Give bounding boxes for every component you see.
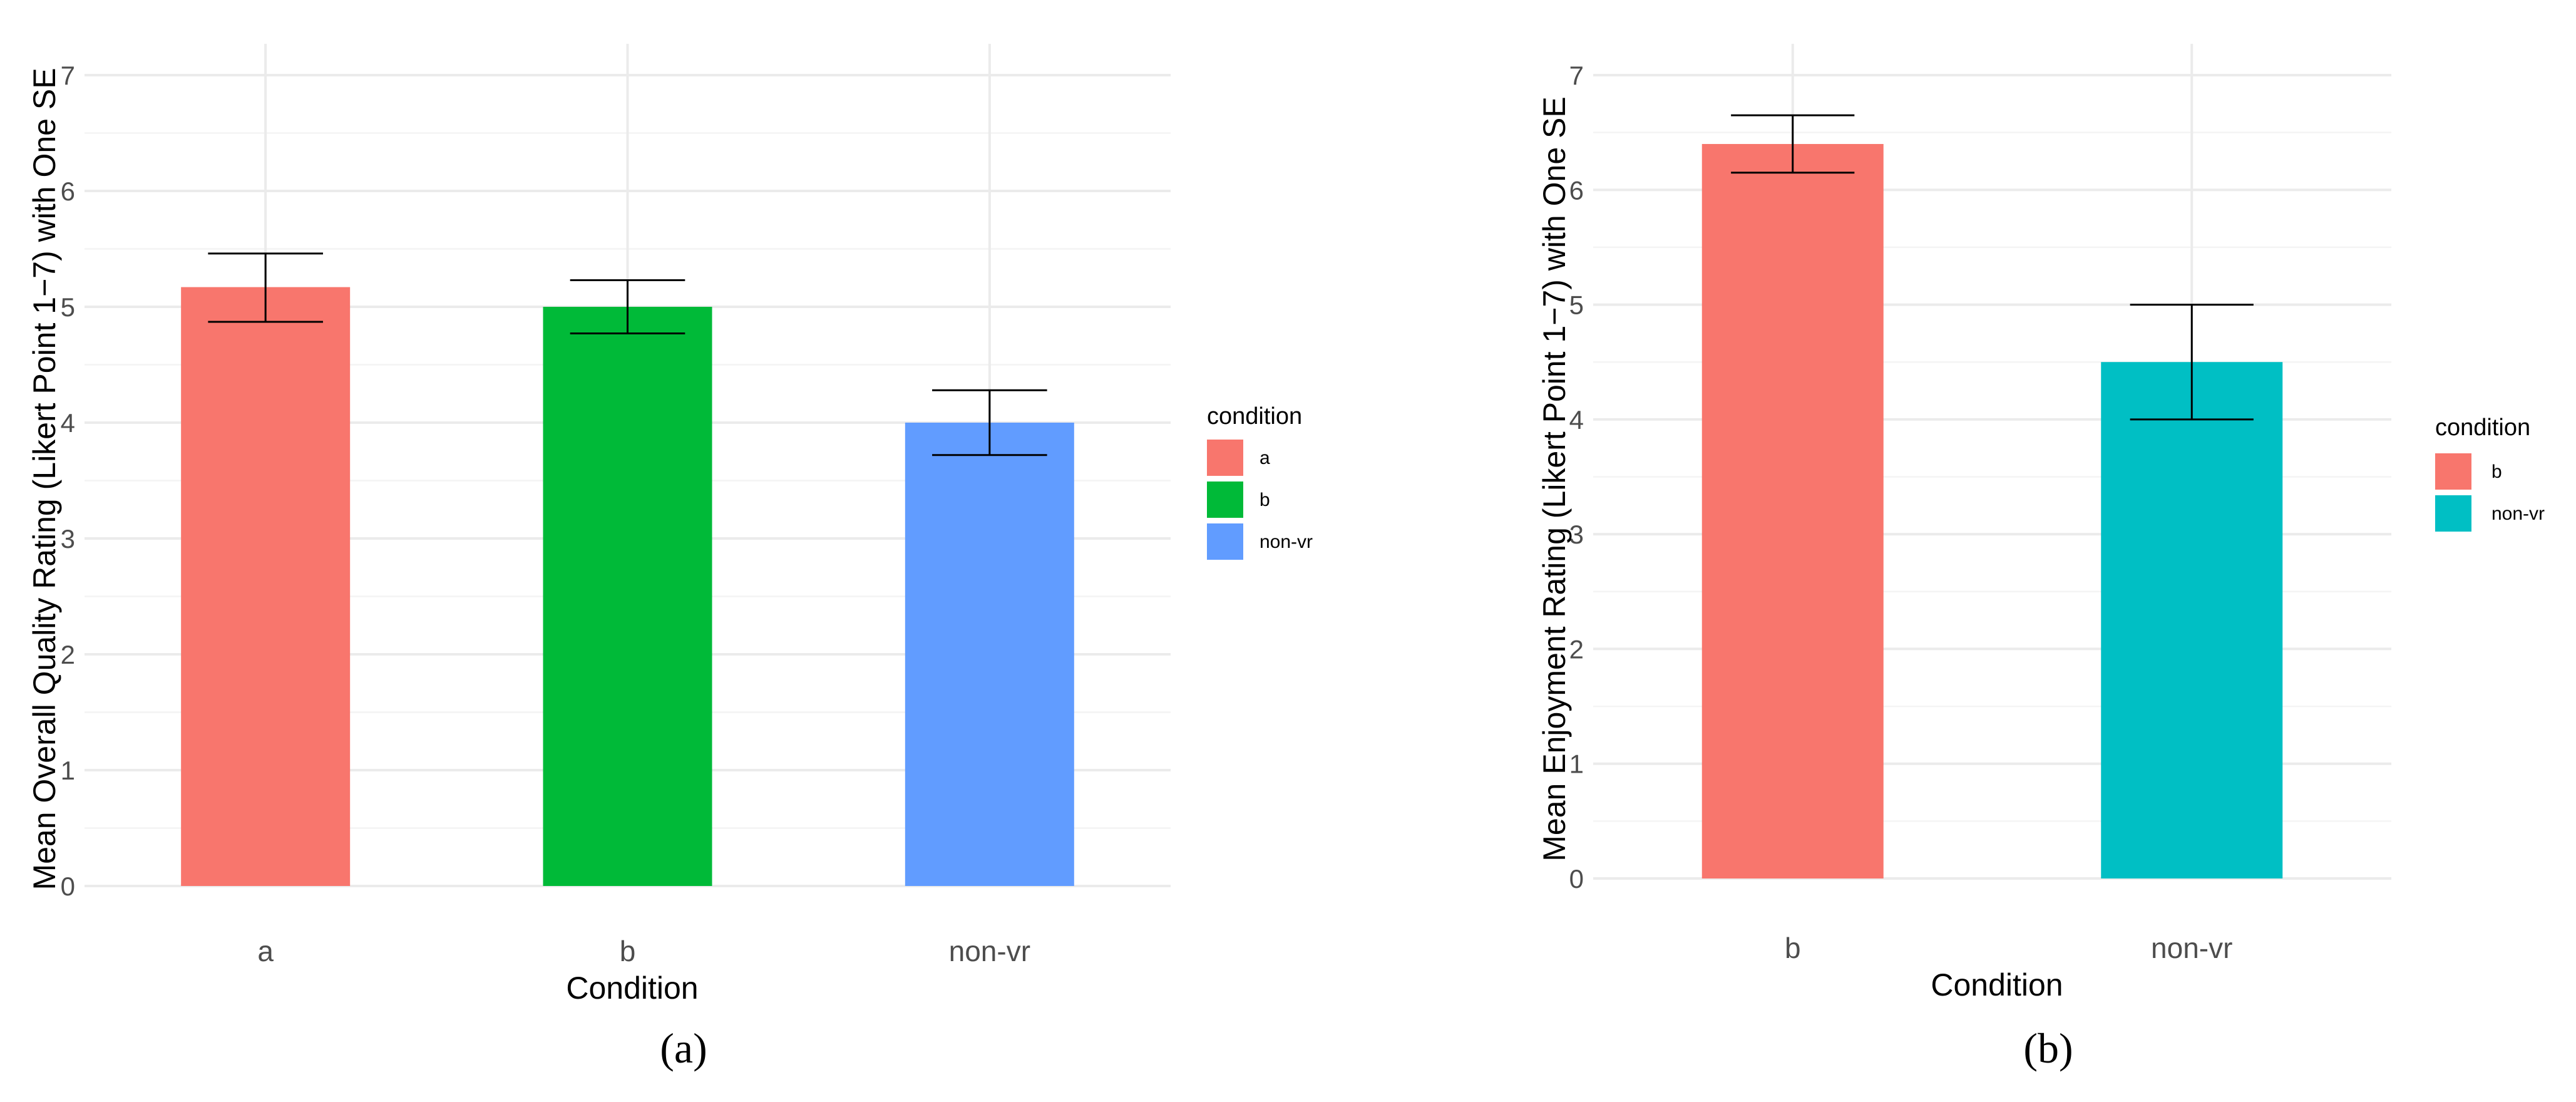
panel-b: 0 1 2 3 4 5 6 7 b non-vr Mean Enjoyment Rating (… xyxy=(1537,44,2545,1072)
legend-label: b xyxy=(1260,490,1270,510)
bars-a xyxy=(181,287,1074,886)
x-tick-label: non-vr xyxy=(2151,932,2232,964)
y-tick-label: 2 xyxy=(1569,634,1584,664)
error-bar-non-vr xyxy=(2130,304,2254,421)
legend-label: a xyxy=(1260,448,1270,468)
bar-a xyxy=(181,287,351,886)
x-axis-title-b: Condition xyxy=(1931,967,2063,1002)
legend-swatch-b xyxy=(1207,481,1243,518)
y-tick-label: 1 xyxy=(61,756,75,785)
y-tick-label: 2 xyxy=(61,640,75,669)
legend-b: condition b non-vr xyxy=(2435,415,2545,532)
legend-swatch-non-vr xyxy=(1207,523,1243,560)
bar-non-vr xyxy=(905,423,1074,886)
x-axis-title-a: Condition xyxy=(566,971,698,1006)
y-tick-label: 0 xyxy=(1569,864,1584,893)
error-bar-a xyxy=(208,252,323,323)
y-tick-label: 0 xyxy=(61,872,75,901)
error-bars-a xyxy=(208,252,1047,456)
error-bar-non-vr xyxy=(932,389,1047,456)
y-tick-label: 6 xyxy=(61,177,75,206)
x-tick-label: a xyxy=(257,935,274,967)
legend-label: non-vr xyxy=(1260,532,1313,552)
legend-title-b: condition xyxy=(2435,415,2530,441)
y-tick-label: 7 xyxy=(61,61,75,90)
y-tick-label: 5 xyxy=(1569,291,1584,320)
x-tick-label: b xyxy=(1785,932,1801,964)
y-tick-labels-b: 0 1 2 3 4 5 6 7 xyxy=(1569,61,1584,893)
y-tick-label: 4 xyxy=(61,408,75,438)
legend-swatch-a xyxy=(1207,440,1243,476)
y-tick-label: 5 xyxy=(61,292,75,322)
legend-label: b xyxy=(2491,461,2502,482)
error-bar-b xyxy=(570,279,685,335)
panel-a: 0 1 2 3 4 5 6 7 a b non-vr Mean Overall Quality R… xyxy=(27,44,1313,1072)
error-bars-b xyxy=(1731,114,2254,421)
legend-items-b: b non-vr xyxy=(2435,453,2545,532)
bar-non-vr xyxy=(2101,362,2283,878)
bar-b xyxy=(1701,143,1884,878)
legend-label: non-vr xyxy=(2491,503,2545,524)
bars-b xyxy=(1701,143,2283,878)
legend-title-a: condition xyxy=(1207,403,1302,430)
y-tick-label: 3 xyxy=(1569,520,1584,549)
y-tick-label: 6 xyxy=(1569,175,1584,205)
x-tick-labels-a: a b non-vr xyxy=(257,935,1030,967)
y-tick-label: 3 xyxy=(61,524,75,554)
y-tick-label: 7 xyxy=(1569,61,1584,90)
y-tick-labels-a: 0 1 2 3 4 5 6 7 xyxy=(61,61,75,901)
y-axis-title-b: Mean Enjoyment Rating (Likert Point 1−7)… xyxy=(1537,96,1572,861)
legend-a: condition a b non-vr xyxy=(1207,403,1313,560)
error-bar-b xyxy=(1731,114,1855,174)
x-tick-label: non-vr xyxy=(949,935,1030,967)
x-tick-label: b xyxy=(620,935,636,967)
legend-swatch-b xyxy=(2435,453,2471,490)
y-axis-title-a: Mean Overall Quality Rating (Likert Poin… xyxy=(27,68,62,890)
panel-label-a: (a) xyxy=(660,1024,707,1072)
y-tick-label: 1 xyxy=(1569,749,1584,779)
x-tick-labels-b: b non-vr xyxy=(1785,932,2232,964)
bar-b xyxy=(543,307,712,886)
y-tick-label: 4 xyxy=(1569,405,1584,435)
legend-swatch-non-vr xyxy=(2435,495,2471,532)
legend-items-a: a b non-vr xyxy=(1207,440,1313,560)
panel-label-b: (b) xyxy=(2023,1024,2073,1072)
